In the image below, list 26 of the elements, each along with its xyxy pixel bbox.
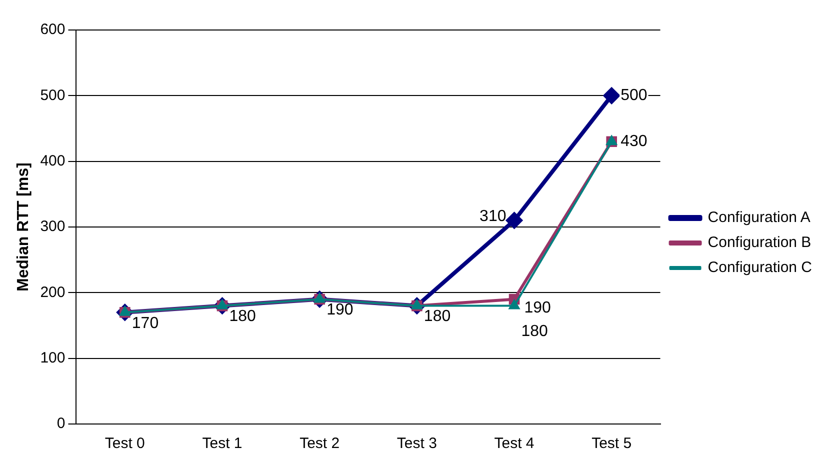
legend-label: Configuration C [708,259,812,276]
x-tick-label: Test 5 [592,435,632,452]
y-axis-title: Median RTT [ms] [15,162,32,292]
y-tick-label: 500 [40,86,66,104]
y-tick-label: 0 [56,415,66,432]
legend-label: Configuration B [708,234,812,252]
data-label: 190 [524,300,552,317]
data-label: 180 [424,308,451,326]
x-tick-label: Test 0 [104,435,145,452]
x-tick-label: Test 2 [300,435,340,452]
data-label: 310 [480,208,506,225]
y-tick-label: 600 [40,21,66,38]
x-tick-label: Test 1 [202,435,242,452]
legend-label: Configuration A [708,209,810,226]
y-tick-label: 300 [40,218,66,236]
data-label: 500 [620,87,648,104]
y-tick-label: 400 [40,152,66,170]
data-label: 190 [326,302,354,319]
data-label: 430 [620,133,648,150]
x-tick-label: Test 3 [396,435,437,452]
data-label: 180 [229,308,256,326]
data-label: 180 [521,323,548,340]
y-tick-label: 200 [40,284,66,301]
data-label: 170 [132,314,159,332]
x-tick-label: Test 4 [494,435,534,452]
y-tick-label: 100 [40,349,66,366]
